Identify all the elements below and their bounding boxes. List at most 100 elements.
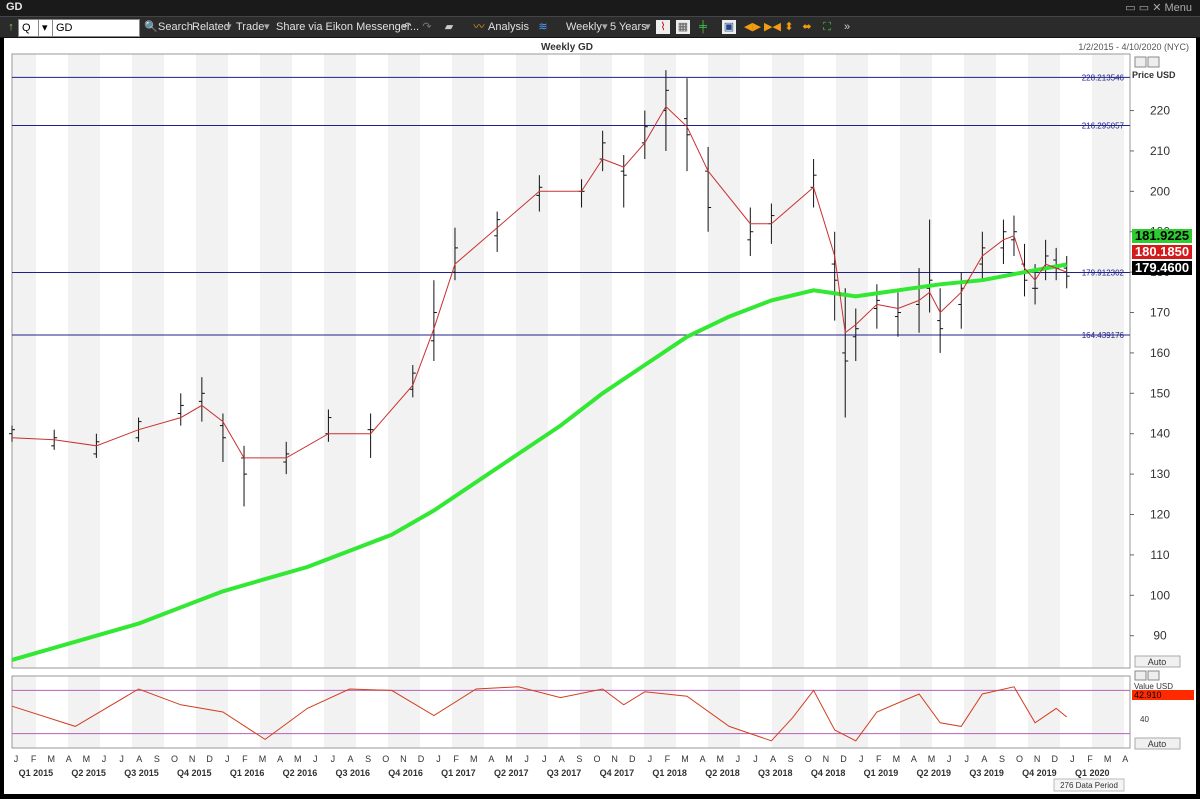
- range-select[interactable]: 5 Years: [610, 21, 647, 33]
- window-title: GD: [6, 1, 23, 13]
- x-axis-month-label: J: [964, 754, 969, 764]
- menu-label: Menu: [1164, 2, 1192, 14]
- horizontal-level-label: 216.295057: [1082, 122, 1125, 131]
- x-axis-month-label: J: [947, 754, 952, 764]
- x-axis-month-label: M: [681, 754, 689, 764]
- x-axis-month-label: A: [136, 754, 142, 764]
- fit-icon[interactable]: ⛶: [823, 21, 831, 33]
- osc-close-icon[interactable]: [1147, 670, 1160, 681]
- oscillator-line: [11, 686, 1068, 742]
- chart-svg[interactable]: Weekly GD 1/2/2015 - 4/10/2020 (NYC) 228…: [4, 38, 1196, 794]
- x-axis-month-label: O: [171, 754, 178, 764]
- forward-icon[interactable]: ↷: [422, 21, 432, 33]
- price-axis-tick-label: 210: [1150, 144, 1170, 158]
- x-axis-month-label: J: [524, 754, 529, 764]
- compress-vertical-icon[interactable]: ⬌: [802, 21, 812, 33]
- x-axis-month-label: J: [119, 754, 124, 764]
- x-axis-quarter-label: Q2 2015: [71, 768, 106, 778]
- x-axis-month-label: F: [453, 754, 459, 764]
- x-axis-quarter-label: Q3 2018: [758, 768, 793, 778]
- x-axis-month-label: F: [1087, 754, 1093, 764]
- x-axis-quarter-label: Q1 2015: [19, 768, 54, 778]
- x-axis-month-label: A: [488, 754, 494, 764]
- crosshair-icon[interactable]: ╪: [699, 21, 707, 33]
- chevron-down-icon[interactable]: ▾: [226, 21, 232, 33]
- horizontal-level-label: 228.213546: [1082, 73, 1125, 82]
- x-axis-month-label: M: [928, 754, 936, 764]
- back-icon[interactable]: ↶: [402, 21, 412, 33]
- trade-button[interactable]: Trade: [236, 21, 265, 33]
- chevron-down-icon[interactable]: ▾: [602, 21, 608, 33]
- x-axis-month-label: D: [1052, 754, 1059, 764]
- x-axis-quarter-label: Q1 2020: [1075, 768, 1110, 778]
- x-axis-month-label: D: [840, 754, 847, 764]
- analysis-icon[interactable]: 〰: [473, 21, 485, 33]
- x-axis-month-label: A: [559, 754, 565, 764]
- folder-icon[interactable]: ▰: [444, 21, 454, 33]
- x-axis-quarter-label: Q2 2018: [705, 768, 740, 778]
- x-axis-month-label: J: [542, 754, 547, 764]
- scroll-right-icon[interactable]: ▶◀: [764, 21, 781, 33]
- x-axis-month-label: M: [717, 754, 725, 764]
- x-axis-month-label: J: [331, 754, 336, 764]
- x-axis-month-label: J: [753, 754, 758, 764]
- more-icon[interactable]: »: [843, 21, 851, 33]
- menu-button[interactable]: ▭ ▭ ✕ Menu: [1125, 2, 1192, 14]
- x-axis-month-label: J: [859, 754, 864, 764]
- up-arrow-icon[interactable]: ↑: [8, 21, 14, 33]
- x-axis-quarter-label: Q3 2016: [335, 768, 370, 778]
- price-tag-box: [1132, 229, 1192, 243]
- x-axis-month-label: A: [770, 754, 776, 764]
- price-tag-box: [1132, 261, 1192, 275]
- line-chart-icon[interactable]: ⌇: [656, 20, 670, 34]
- zoom-icon[interactable]: ▣: [722, 20, 736, 34]
- search-button[interactable]: Search: [158, 21, 193, 33]
- sma200-line: [11, 262, 1068, 662]
- price-axis-tick-label: 220: [1150, 104, 1170, 118]
- chart-container: Weekly GD 1/2/2015 - 4/10/2020 (NYC) 228…: [4, 38, 1196, 794]
- symbol-input[interactable]: GD: [52, 19, 140, 37]
- chevron-down-icon[interactable]: ▾: [645, 21, 651, 33]
- interval-select[interactable]: Weekly: [566, 21, 602, 33]
- price-tag-box: [1132, 245, 1192, 259]
- share-button[interactable]: Share via Eikon Messenger...: [276, 21, 420, 33]
- x-axis-quarter-label: Q2 2016: [283, 768, 318, 778]
- x-axis-month-label: A: [700, 754, 706, 764]
- x-axis-quarter-label: Q4 2016: [388, 768, 423, 778]
- oscillator-plot-area[interactable]: [11, 675, 1131, 749]
- search-icon[interactable]: 🔍: [144, 21, 158, 33]
- x-axis-month-label: N: [823, 754, 830, 764]
- horizontal-level-label: 164.439176: [1082, 331, 1125, 340]
- x-axis-quarter-label: Q3 2017: [547, 768, 582, 778]
- x-axis-quarter-label: Q2 2017: [494, 768, 529, 778]
- osc-auto-button[interactable]: [1134, 737, 1181, 750]
- price-auto-button[interactable]: [1134, 655, 1181, 668]
- panel-close-icon[interactable]: [1147, 56, 1160, 68]
- x-axis-month-label: J: [313, 754, 318, 764]
- price-axis-tick-label: 120: [1150, 508, 1170, 522]
- x-axis-month-label: S: [788, 754, 794, 764]
- osc-value-label: 42.910: [1134, 690, 1162, 700]
- x-axis-quarter-label: Q1 2018: [652, 768, 687, 778]
- scroll-left-icon[interactable]: ◀▶: [744, 21, 761, 33]
- price-tag-label: 181.9225: [1135, 228, 1189, 243]
- studies-icon[interactable]: ≋: [538, 21, 548, 33]
- price-axis-tick-label: 200: [1150, 184, 1170, 198]
- expand-vertical-icon[interactable]: ⬍: [784, 21, 794, 33]
- x-axis-month-label: J: [736, 754, 741, 764]
- x-axis-month-label: M: [1104, 754, 1112, 764]
- osc-value-tag: [1132, 690, 1194, 700]
- data-period-box: [1053, 778, 1125, 792]
- price-axis-tick-label: 130: [1150, 467, 1170, 481]
- chart-title: Weekly GD: [541, 42, 593, 53]
- chevron-down-icon[interactable]: ▾: [264, 21, 270, 33]
- x-axis-month-label: O: [382, 754, 389, 764]
- x-axis-month-label: A: [1122, 754, 1128, 764]
- panel-minimize-icon[interactable]: [1134, 56, 1147, 68]
- compare-icon[interactable]: ▦: [676, 20, 690, 34]
- osc-minimize-icon[interactable]: [1134, 670, 1147, 681]
- related-button[interactable]: Related: [192, 21, 230, 33]
- analysis-button[interactable]: Analysis: [488, 21, 529, 33]
- x-axis-month-label: A: [66, 754, 72, 764]
- price-plot-area[interactable]: [11, 53, 1131, 669]
